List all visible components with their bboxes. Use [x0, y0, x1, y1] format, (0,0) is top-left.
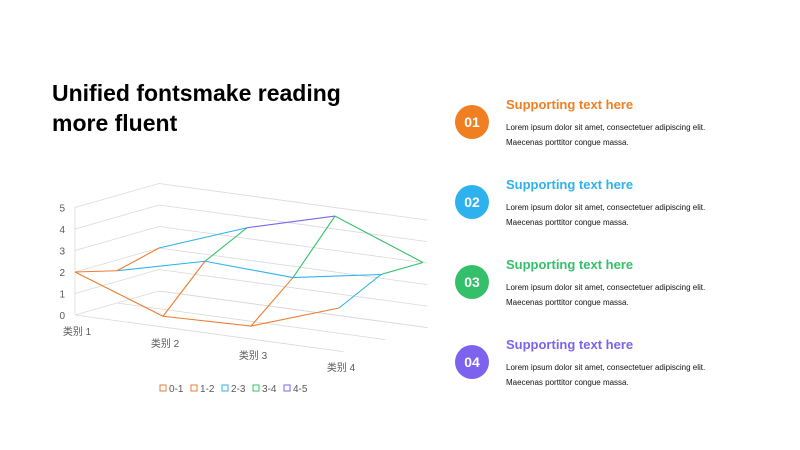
legend-entry: 1-2: [190, 384, 215, 395]
surface-edge: [292, 273, 382, 279]
legend-entry: 3-4: [252, 384, 277, 395]
category-label: 类别 3: [239, 349, 268, 362]
gridline-z-3: [74, 226, 428, 264]
floor-line-2: [158, 290, 428, 328]
supporting-heading-3: Supporting text here: [506, 257, 634, 272]
legend-swatch: [283, 384, 291, 392]
step-badge-4: 04: [455, 345, 489, 379]
surface-edge: [116, 247, 160, 272]
supporting-heading-4: Supporting text here: [506, 337, 634, 352]
supporting-body-4: Lorem ipsum dolor sit amet, consectetuer…: [506, 363, 706, 387]
surface-edge: [116, 260, 206, 272]
supporting-item-3: 03 Supporting text here Lorem ipsum dolo…: [455, 257, 755, 334]
supporting-heading-2: Supporting text here: [506, 177, 634, 192]
z-tick-label: 2: [59, 268, 65, 279]
z-tick-label: 3: [59, 247, 65, 258]
surface-edge: [158, 227, 248, 249]
supporting-body-1: Lorem ipsum dolor sit amet, consectetuer…: [506, 123, 706, 147]
surface-edge: [338, 274, 382, 309]
legend-label: 1-2: [200, 384, 215, 395]
chart-surface: [74, 215, 424, 327]
surface-edge: [250, 307, 340, 327]
supporting-body-2: Lorem ipsum dolor sit amet, consectetuer…: [506, 203, 706, 227]
legend-swatch: [190, 384, 198, 392]
surface-edge: [380, 261, 424, 276]
category-label: 类别 4: [327, 361, 356, 374]
supporting-heading-1: Supporting text here: [506, 97, 634, 112]
step-badge-1: 01: [455, 105, 489, 139]
surface-edge: [246, 215, 336, 229]
supporting-item-2: 02 Supporting text here Lorem ipsum dolo…: [455, 177, 755, 254]
legend-label: 4-5: [293, 384, 308, 395]
supporting-body-3: Lorem ipsum dolor sit amet, consectetuer…: [506, 283, 706, 307]
step-badge-3: 03: [455, 265, 489, 299]
surface-edge: [204, 260, 294, 279]
surface-edge: [74, 270, 118, 273]
supporting-item-1: 01 Supporting text here Lorem ipsum dolo…: [455, 97, 755, 174]
chart-z-axis-ticks: 0 1 2 3 4 5: [59, 204, 65, 323]
legend-entry: 4-5: [283, 384, 308, 395]
category-label: 类别 1: [63, 325, 92, 338]
z-tick-label: 0: [59, 311, 65, 322]
legend-entry: 0-1: [159, 384, 184, 395]
z-tick-label: 1: [59, 290, 65, 301]
surface-edge: [74, 271, 164, 317]
gridline-z-4: [74, 204, 428, 242]
step-badge-2: 02: [455, 185, 489, 219]
floor-line-0: [74, 314, 344, 352]
floor-line-1: [116, 302, 386, 340]
surface-edge: [204, 227, 248, 262]
supporting-item-4: 04 Supporting text here Lorem ipsum dolo…: [455, 337, 755, 414]
surface-edge: [334, 215, 424, 263]
category-label: 类别 2: [151, 337, 180, 350]
slide-title: Unified fontsmake reading more fluent: [52, 80, 341, 136]
surface-edge: [162, 260, 206, 317]
chart-legend: 0-1 1-2 2-3 3-4 4-5: [159, 384, 308, 395]
legend-label: 0-1: [169, 384, 184, 395]
chart-category-labels: 类别 1 类别 2 类别 3 类别 4: [63, 325, 356, 374]
gridline-z-5: [74, 183, 428, 221]
legend-swatch: [159, 384, 167, 392]
surface-edge: [250, 277, 294, 327]
z-tick-label: 4: [59, 225, 65, 236]
legend-label: 2-3: [231, 384, 246, 395]
legend-entry: 2-3: [221, 384, 246, 395]
surface-edge: [162, 315, 252, 327]
legend-swatch: [221, 384, 229, 392]
legend-swatch: [252, 384, 260, 392]
legend-label: 3-4: [262, 384, 277, 395]
z-tick-label: 5: [59, 204, 65, 215]
surface-edge: [292, 215, 336, 278]
